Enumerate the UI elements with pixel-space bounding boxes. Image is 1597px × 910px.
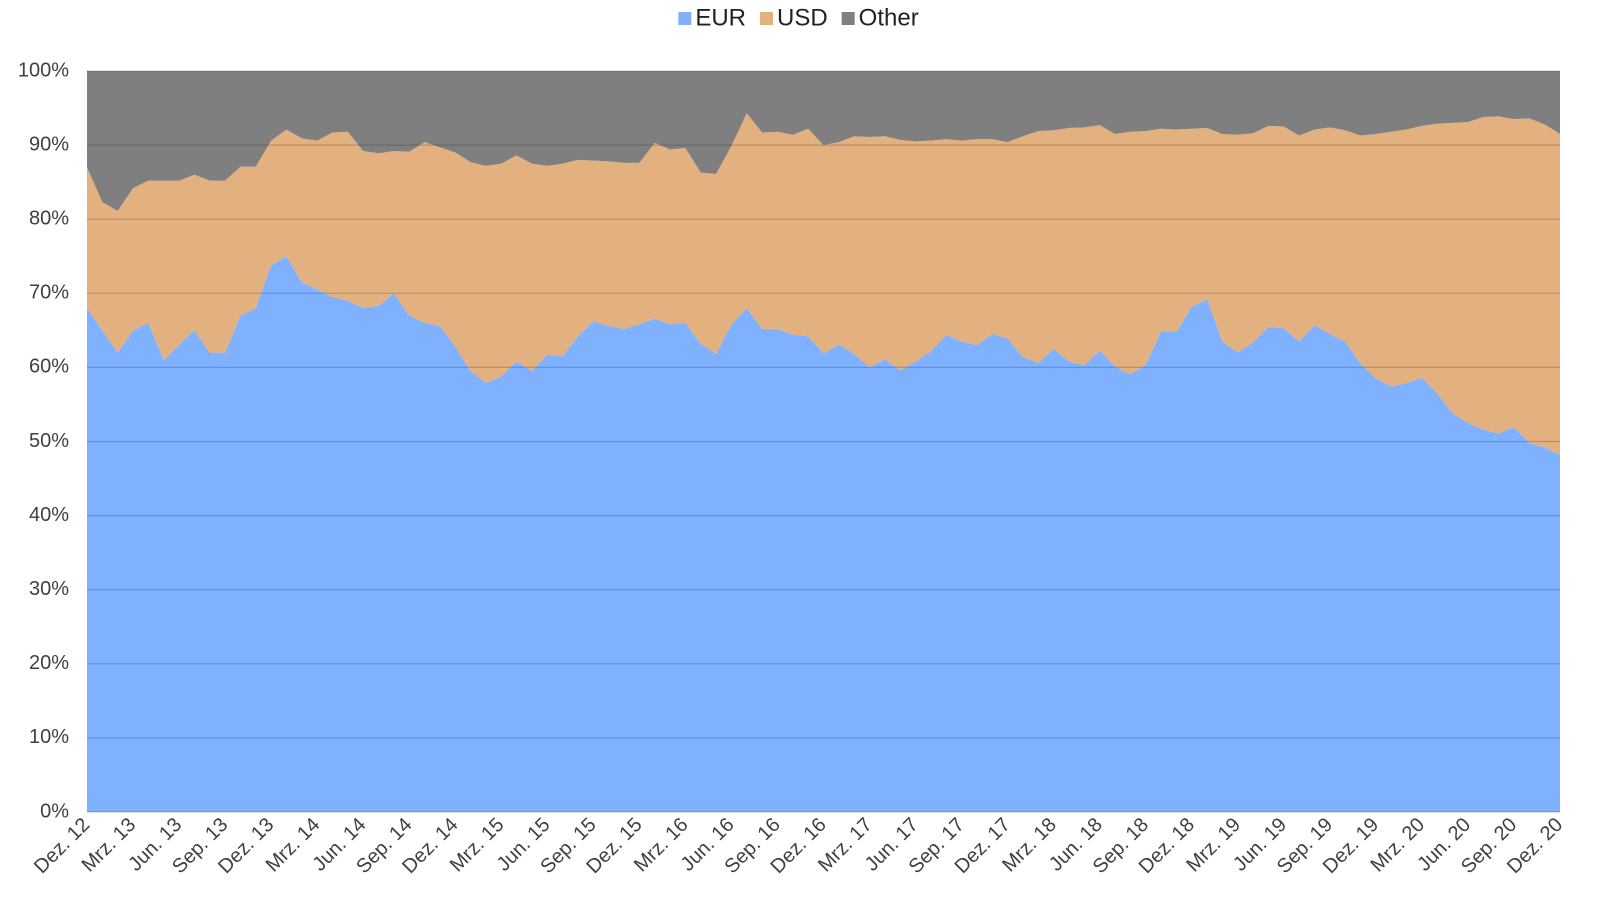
y-tick-label: 10%: [29, 726, 69, 748]
legend-item: USD: [759, 4, 828, 31]
y-tick-label: 80%: [29, 207, 69, 229]
legend-swatch: [841, 12, 855, 25]
y-tick-label: 40%: [29, 504, 69, 526]
y-tick-label: 70%: [29, 282, 69, 304]
y-tick-label: 90%: [29, 133, 69, 155]
legend-label: Other: [859, 4, 919, 31]
y-tick-label: 20%: [29, 652, 69, 674]
y-tick-label: 100%: [18, 59, 69, 81]
y-tick-label: 30%: [29, 578, 69, 600]
y-tick-label: 50%: [29, 430, 69, 452]
legend-item: Other: [841, 4, 919, 31]
area: [87, 71, 1560, 212]
plot-area: [87, 71, 1560, 812]
area: [87, 113, 1560, 455]
legend-label: USD: [777, 4, 828, 31]
area: [87, 256, 1560, 812]
grid: [87, 70, 1560, 813]
y-tick-label: 60%: [29, 356, 69, 378]
legend-label: EUR: [695, 4, 746, 31]
y-tick-label: 0%: [40, 800, 69, 822]
legend-swatch: [678, 12, 692, 25]
legend: EUR USD Other: [678, 4, 919, 31]
legend-item: EUR: [678, 4, 746, 31]
legend-swatch: [759, 12, 773, 25]
